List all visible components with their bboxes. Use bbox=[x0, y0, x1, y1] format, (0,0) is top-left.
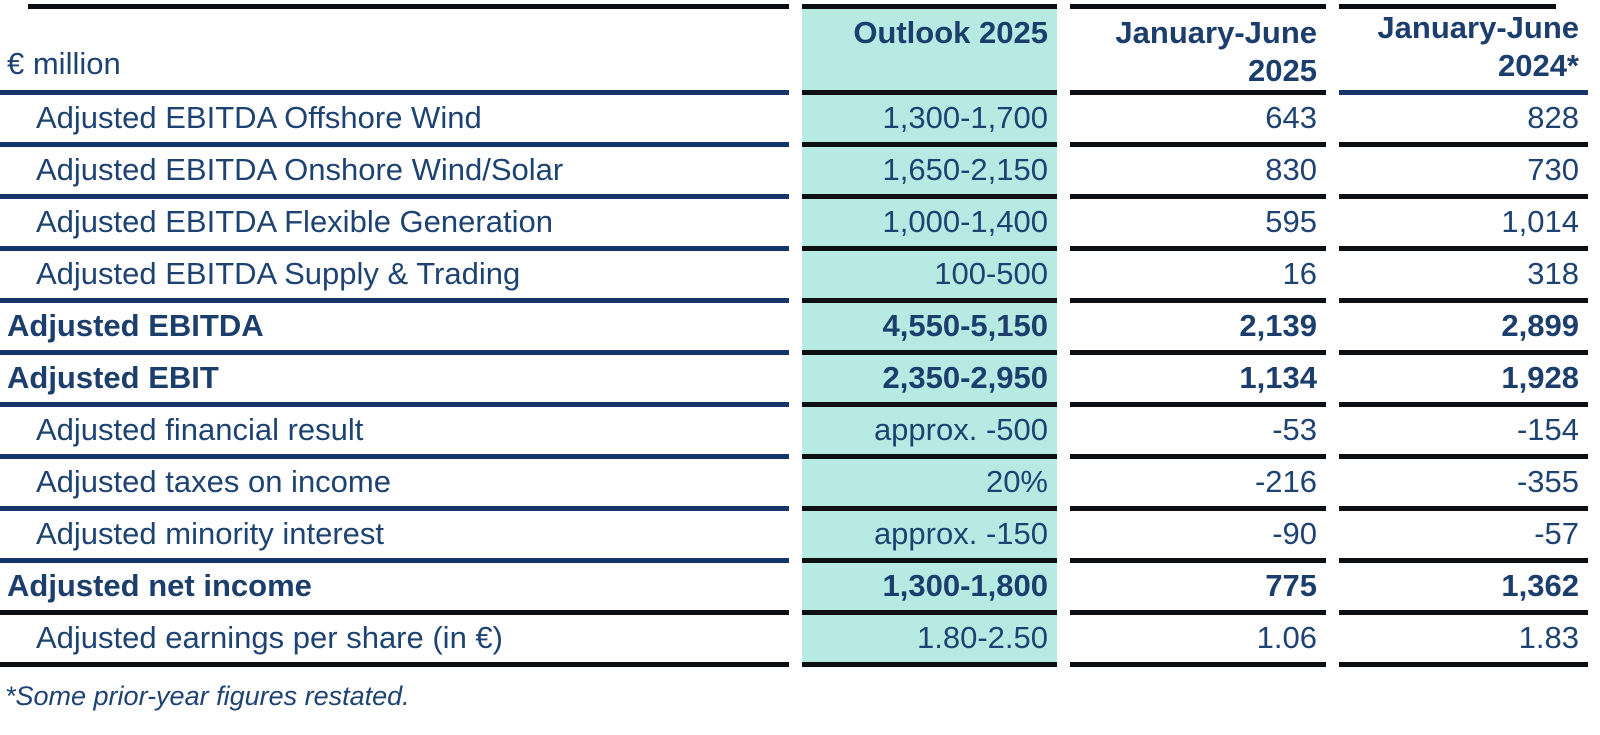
h1-2024-value: -57 bbox=[1339, 511, 1588, 563]
h1-2024-value: 2,899 bbox=[1339, 303, 1588, 355]
h1-2025-value: -53 bbox=[1070, 407, 1326, 459]
row-label-supply-trading: Adjusted EBITDA Supply & Trading bbox=[0, 251, 789, 303]
outlook-value: 1,300-1,800 bbox=[802, 563, 1057, 615]
row-label-minority-interest: Adjusted minority interest bbox=[0, 511, 789, 563]
h1-2024-value: 1,362 bbox=[1339, 563, 1588, 615]
outlook-value: 1,300-1,700 bbox=[802, 95, 1057, 147]
outlook-value: 20% bbox=[802, 459, 1057, 511]
h1-2025-value: 595 bbox=[1070, 199, 1326, 251]
column-header-jan-june-2024-line2: 2024* bbox=[1497, 48, 1579, 83]
h1-2025-value: 643 bbox=[1070, 95, 1326, 147]
h1-2024-value: 318 bbox=[1339, 251, 1588, 303]
h1-2024-value: 1.83 bbox=[1339, 615, 1588, 667]
h1-2025-value: -216 bbox=[1070, 459, 1326, 511]
row-label-taxes-on-income: Adjusted taxes on income bbox=[0, 459, 789, 511]
row-label-earnings-per-share: Adjusted earnings per share (in €) bbox=[0, 615, 789, 667]
row-label-offshore-wind: Adjusted EBITDA Offshore Wind bbox=[0, 95, 789, 147]
outlook-value: 4,550-5,150 bbox=[802, 303, 1057, 355]
h1-2025-value: 16 bbox=[1070, 251, 1326, 303]
column-header-outlook-2025: Outlook 2025 bbox=[802, 4, 1057, 95]
column-header-jan-june-2024-line1: January-June bbox=[1377, 10, 1579, 45]
row-label-onshore-wind-solar: Adjusted EBITDA Onshore Wind/Solar bbox=[0, 147, 789, 199]
h1-2025-value: -90 bbox=[1070, 511, 1326, 563]
h1-2025-value: 1,134 bbox=[1070, 355, 1326, 407]
table-grid: € million Outlook 2025 January-June 2025… bbox=[0, 4, 1590, 712]
h1-2025-value: 1.06 bbox=[1070, 615, 1326, 667]
row-label-flexible-generation: Adjusted EBITDA Flexible Generation bbox=[0, 199, 789, 251]
outlook-value: approx. -500 bbox=[802, 407, 1057, 459]
column-header-jan-june-2024: January-June 2024* bbox=[1339, 4, 1588, 95]
row-label-financial-result: Adjusted financial result bbox=[0, 407, 789, 459]
footnote-restated: *Some prior-year figures restated. bbox=[5, 681, 410, 711]
column-header-jan-june-2025-line1: January-June bbox=[1115, 15, 1317, 50]
h1-2024-value: 828 bbox=[1339, 95, 1588, 147]
h1-2025-value: 775 bbox=[1070, 563, 1326, 615]
h1-2024-value: 1,928 bbox=[1339, 355, 1588, 407]
column-header-outlook-text: Outlook 2025 bbox=[853, 15, 1048, 50]
h1-2024-value: 1,014 bbox=[1339, 199, 1588, 251]
h1-2024-value: -154 bbox=[1339, 407, 1588, 459]
h1-2024-value: 730 bbox=[1339, 147, 1588, 199]
outlook-value: 100-500 bbox=[802, 251, 1057, 303]
outlook-value: 2,350-2,950 bbox=[802, 355, 1057, 407]
outlook-value: 1,650-2,150 bbox=[802, 147, 1057, 199]
unit-label: € million bbox=[0, 4, 789, 95]
outlook-value: approx. -150 bbox=[802, 511, 1057, 563]
h1-2025-value: 830 bbox=[1070, 147, 1326, 199]
row-label-adjusted-net-income: Adjusted net income bbox=[0, 563, 789, 615]
outlook-value: 1,000-1,400 bbox=[802, 199, 1057, 251]
outlook-value: 1.80-2.50 bbox=[802, 615, 1057, 667]
column-header-jan-june-2025-line2: 2025 bbox=[1248, 53, 1317, 88]
row-label-adjusted-ebit: Adjusted EBIT bbox=[0, 355, 789, 407]
h1-2024-value: -355 bbox=[1339, 459, 1588, 511]
h1-2025-value: 2,139 bbox=[1070, 303, 1326, 355]
row-label-adjusted-ebitda-total: Adjusted EBITDA bbox=[0, 303, 789, 355]
column-header-jan-june-2025: January-June 2025 bbox=[1070, 4, 1326, 95]
financial-outlook-table: € million Outlook 2025 January-June 2025… bbox=[0, 4, 1590, 712]
